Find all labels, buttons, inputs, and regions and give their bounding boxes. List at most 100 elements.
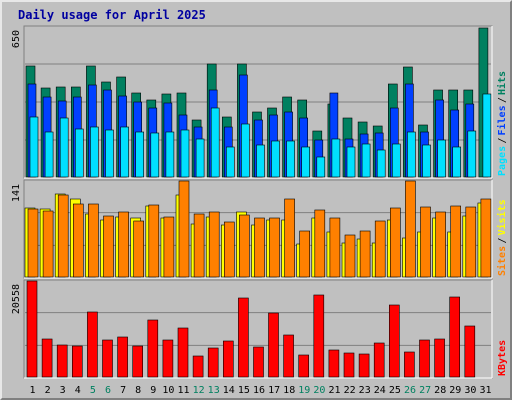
- bar-sites: [284, 198, 295, 278]
- bar-kbytes: [132, 345, 143, 378]
- bar-sites: [389, 207, 401, 278]
- bar-kbytes: [56, 344, 68, 378]
- bar-pages: [271, 140, 280, 178]
- bar-pages: [120, 126, 129, 178]
- x-tick-label: 4: [75, 385, 81, 396]
- bar-pages: [59, 117, 69, 178]
- bar-pages: [75, 128, 84, 178]
- bar-sites: [224, 221, 235, 278]
- bar-kbytes: [388, 304, 400, 378]
- bar-pages: [452, 146, 462, 178]
- bar-pages: [105, 129, 114, 178]
- bar-pages: [391, 143, 401, 178]
- bar-sites: [480, 198, 492, 278]
- x-tick-label: 5: [90, 385, 96, 396]
- x-tick-label: 1: [29, 385, 35, 396]
- x-tick-label: 16: [253, 385, 265, 396]
- bar-kbytes: [283, 334, 294, 378]
- bar-kbytes: [177, 327, 189, 378]
- bar-sites: [103, 215, 114, 278]
- bar-sites: [42, 210, 54, 278]
- bar-pages: [135, 131, 144, 178]
- x-tick-label: 19: [298, 385, 310, 396]
- bar-kbytes: [253, 346, 264, 378]
- bar-sites: [239, 214, 250, 278]
- bar-kbytes: [404, 351, 415, 378]
- bar-sites: [359, 230, 371, 278]
- legend-separator: /: [497, 97, 508, 103]
- bar-kbytes: [464, 325, 476, 378]
- bar-kbytes: [373, 342, 385, 378]
- bar-sites: [193, 213, 205, 278]
- x-tick-label: 2: [45, 385, 51, 396]
- x-tick-label: 26: [404, 385, 416, 396]
- bar-sites: [314, 209, 326, 278]
- bar-kbytes: [87, 311, 98, 378]
- bar-pages: [165, 131, 175, 178]
- bar-kbytes: [238, 297, 249, 378]
- bar-pages: [467, 130, 477, 178]
- x-tick-label: 23: [359, 385, 371, 396]
- bar-sites: [163, 216, 175, 278]
- legend-separator: /: [497, 137, 508, 143]
- bar-pages: [361, 143, 371, 178]
- bar-kbytes: [419, 339, 430, 378]
- bar-kbytes: [41, 338, 53, 378]
- bar-pages: [226, 146, 235, 178]
- bar-sites: [178, 180, 190, 278]
- bar-pages: [331, 138, 341, 178]
- x-tick-label: 30: [464, 385, 476, 396]
- bar-pages: [316, 156, 326, 178]
- legend-label: KBytes: [497, 340, 508, 376]
- bar-sites: [299, 230, 311, 278]
- bar-pages: [44, 131, 54, 178]
- y-axis-max-label: 20558: [11, 284, 22, 314]
- x-tick-label: 29: [449, 385, 461, 396]
- bar-kbytes: [298, 354, 310, 378]
- bar-sites: [57, 194, 69, 278]
- x-tick-label: 25: [389, 385, 401, 396]
- bar-sites: [269, 217, 280, 278]
- bar-sites: [254, 217, 265, 278]
- legend-label: Hits: [496, 71, 508, 95]
- bar-sites: [374, 220, 386, 278]
- bar-sites: [405, 180, 416, 278]
- bar-sites: [208, 211, 220, 278]
- bar-pages: [422, 144, 431, 178]
- bar-kbytes: [223, 340, 234, 378]
- bar-kbytes: [343, 352, 355, 378]
- bar-sites: [450, 205, 462, 278]
- x-tick-label: 15: [238, 385, 250, 396]
- y-axis-max-label: 141: [11, 184, 22, 202]
- bar-pages: [150, 132, 160, 178]
- bar-kbytes: [102, 339, 113, 378]
- legend-label: Pages: [497, 146, 508, 176]
- x-tick-label: 7: [120, 385, 126, 396]
- bar-pages: [180, 129, 190, 178]
- x-tick-label: 3: [60, 385, 66, 396]
- x-tick-label: 9: [150, 385, 156, 396]
- x-tick-label: 22: [344, 385, 356, 396]
- x-tick-label: 20: [313, 385, 325, 396]
- bar-pages: [286, 140, 295, 178]
- x-tick-label: 21: [328, 385, 340, 396]
- x-tick-label: 17: [268, 385, 280, 396]
- bar-pages: [407, 131, 416, 178]
- x-tick-label: 24: [374, 385, 386, 396]
- legend-separator: /: [497, 237, 508, 243]
- bar-sites: [88, 203, 99, 278]
- bar-sites: [133, 220, 144, 278]
- bar-pages: [346, 146, 356, 178]
- bar-kbytes: [449, 296, 461, 378]
- bar-pages: [482, 93, 492, 178]
- x-tick-label: 10: [162, 385, 174, 396]
- bar-pages: [195, 138, 205, 178]
- bar-sites: [435, 211, 446, 278]
- x-tick-label: 13: [208, 385, 220, 396]
- bar-sites: [27, 208, 39, 278]
- bar-pages: [256, 144, 265, 178]
- chart-title: Daily usage for April 2025: [18, 8, 206, 22]
- bar-kbytes: [26, 280, 38, 378]
